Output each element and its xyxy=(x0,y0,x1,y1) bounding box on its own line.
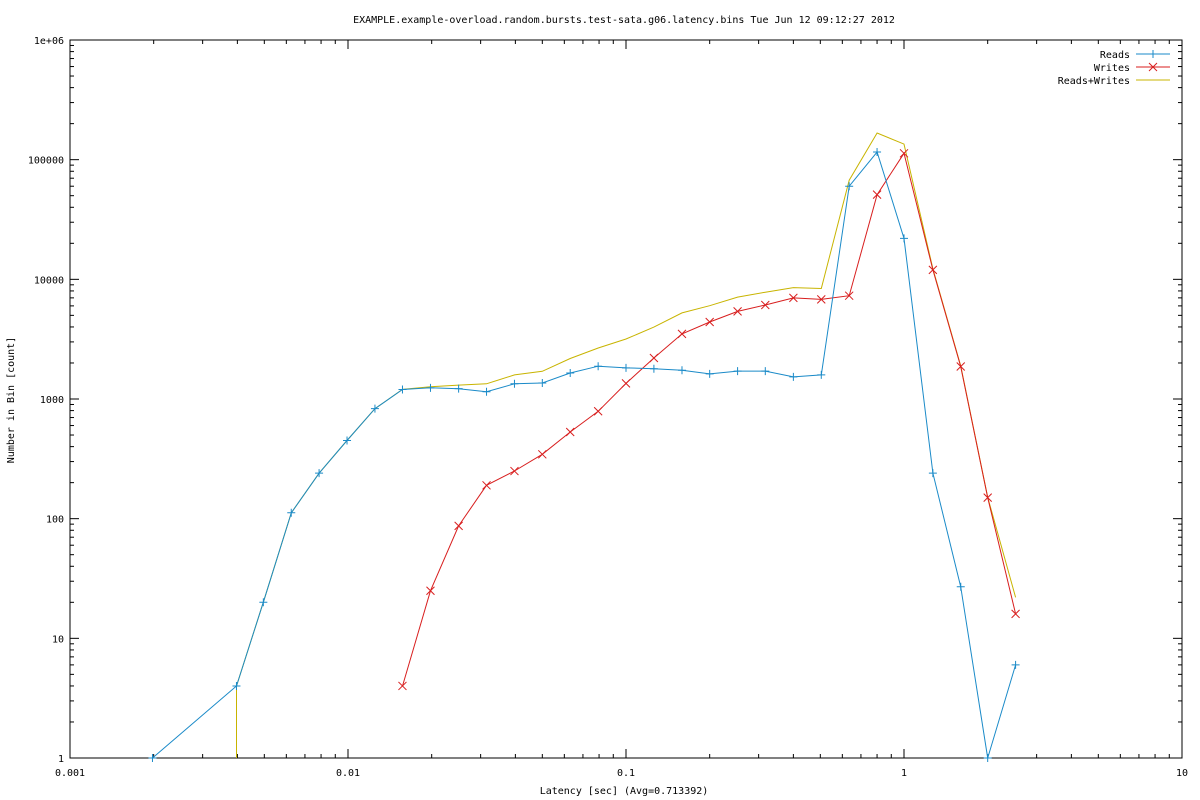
y-tick-label: 1e+06 xyxy=(34,36,64,47)
reads-point xyxy=(566,368,575,377)
legend-label-reads-writes: Reads+Writes xyxy=(1058,76,1130,87)
series-writes xyxy=(398,148,1020,691)
writes-point xyxy=(454,521,463,531)
writes-point xyxy=(983,493,993,502)
reads-point xyxy=(789,372,798,381)
writes-point xyxy=(816,295,826,304)
reads-point xyxy=(1011,660,1020,669)
reads-point xyxy=(956,582,965,591)
writes-point xyxy=(872,190,882,200)
x-tick-label: 10 xyxy=(1176,768,1188,779)
reads-point xyxy=(817,370,826,379)
writes-point xyxy=(760,300,770,310)
x-axis-label: Latency [sec] (Avg=0.713392) xyxy=(540,786,709,797)
legend-marker-writes xyxy=(1148,62,1158,72)
reads-point xyxy=(398,385,407,394)
x-tick-label: 0.001 xyxy=(55,768,85,779)
reads-point xyxy=(148,754,157,762)
reads-point xyxy=(928,469,937,478)
writes-point xyxy=(593,406,603,416)
x-tick-label: 0.01 xyxy=(336,768,360,779)
x-tick-label: 1 xyxy=(901,768,907,779)
writes-point xyxy=(565,427,575,437)
y-tick-label: 1000 xyxy=(40,395,64,406)
legend-label-writes: Writes xyxy=(1094,63,1130,74)
writes-point xyxy=(789,293,798,303)
y-tick-label: 100 xyxy=(46,515,64,526)
legend-label-reads: Reads xyxy=(1100,50,1130,61)
x-tick-label: 0.1 xyxy=(617,768,635,779)
reads-point xyxy=(649,364,658,373)
series-reads-writes xyxy=(236,132,1017,758)
reads-point xyxy=(510,379,519,388)
reads-point xyxy=(454,384,463,393)
writes-point xyxy=(733,307,742,316)
writes-point xyxy=(928,265,938,275)
writes-point xyxy=(426,586,435,596)
writes-point xyxy=(677,329,687,339)
writes-point xyxy=(1011,609,1020,619)
reads-point xyxy=(733,367,742,376)
writes-line xyxy=(402,152,1017,687)
reads-point xyxy=(482,387,491,396)
reads-writes-line xyxy=(236,132,1017,758)
writes-point xyxy=(510,466,519,476)
reads-point xyxy=(873,147,882,156)
writes-point xyxy=(398,681,407,691)
y-tick-label: 1 xyxy=(58,754,64,765)
plot-frame xyxy=(69,39,1183,759)
reads-point xyxy=(259,598,268,607)
reads-point xyxy=(705,369,714,378)
reads-line xyxy=(152,150,1017,759)
writes-point xyxy=(621,379,631,388)
writes-point xyxy=(956,362,966,371)
reads-point xyxy=(287,508,296,517)
writes-point xyxy=(537,449,547,459)
reads-point xyxy=(315,469,324,478)
reads-point xyxy=(343,436,352,445)
reads-point xyxy=(845,182,854,191)
writes-point xyxy=(844,291,854,301)
writes-point xyxy=(649,353,659,363)
reads-point xyxy=(677,366,686,375)
writes-point xyxy=(705,317,715,327)
series-layer xyxy=(148,132,1020,762)
reads-point xyxy=(594,362,603,371)
writes-point xyxy=(482,480,491,490)
series-reads xyxy=(148,147,1020,762)
reads-point xyxy=(538,379,547,388)
reads-point xyxy=(900,234,908,243)
writes-point xyxy=(899,148,909,158)
y-tick-label: 10 xyxy=(52,634,64,645)
reads-point xyxy=(232,681,241,690)
legend-marker-reads xyxy=(1149,50,1157,58)
y-axis-label: Number in Bin [count] xyxy=(6,337,17,463)
reads-point xyxy=(370,404,379,413)
y-tick-label: 100000 xyxy=(28,156,64,167)
reads-point xyxy=(622,363,630,372)
reads-point xyxy=(426,383,435,392)
chart-title: EXAMPLE.example-overload.random.bursts.t… xyxy=(353,15,895,26)
y-tick-label: 10000 xyxy=(34,275,64,286)
reads-point xyxy=(983,754,992,762)
reads-point xyxy=(761,367,770,376)
axis-ticks: 0.001 0.01 0.1 1 10 1 10 100 1000 10000 100000 1e+0… xyxy=(28,36,1188,779)
legend: Reads Writes Reads+Writes xyxy=(1058,50,1170,87)
